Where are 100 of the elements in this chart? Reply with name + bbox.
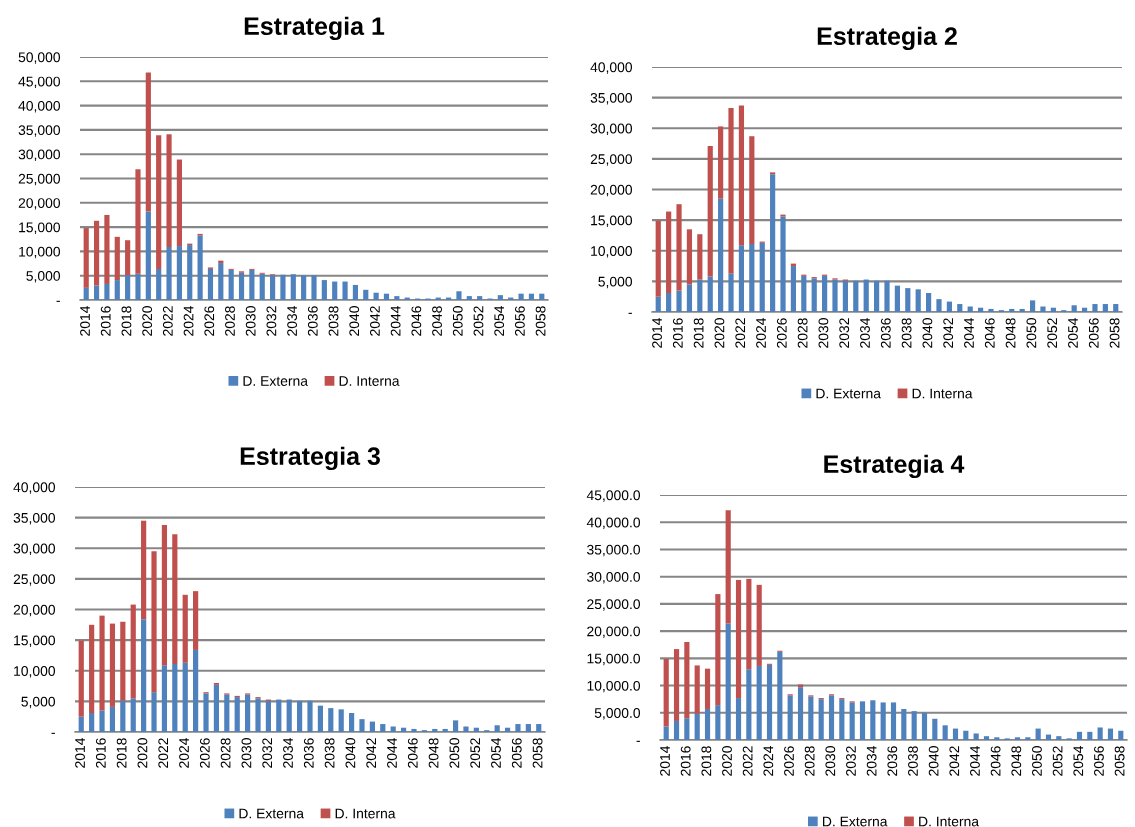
bar — [411, 728, 417, 732]
bar — [977, 307, 984, 312]
bar — [988, 308, 994, 312]
bar — [93, 220, 100, 286]
bar — [884, 280, 890, 312]
bar — [135, 169, 141, 274]
legend-label: D. Interna — [339, 376, 400, 386]
bar — [321, 280, 327, 300]
legend-label: D. Interna — [335, 808, 396, 819]
bar — [994, 737, 1000, 740]
x-tick-label: 2050 — [452, 306, 463, 336]
bar — [697, 234, 703, 280]
bar — [666, 293, 672, 312]
bar — [497, 295, 503, 300]
bar — [811, 278, 817, 312]
bar — [738, 105, 745, 246]
bar — [738, 245, 745, 312]
bar — [207, 268, 214, 300]
bar — [790, 266, 797, 312]
y-tick-label: 30,000 — [18, 149, 61, 162]
x-tick-label: 2032 — [846, 746, 856, 776]
bar — [193, 649, 199, 732]
bar — [715, 594, 721, 706]
y-tick-label: 15,000 — [19, 222, 61, 234]
x-tick-label: 2054 — [1068, 317, 1078, 348]
y-tick-label: 25,000 — [18, 173, 61, 186]
bar — [473, 727, 479, 732]
bar — [1025, 737, 1031, 740]
x-tick-label: 2056 — [1094, 746, 1104, 776]
bar — [911, 711, 917, 740]
bar — [89, 624, 95, 714]
bar — [676, 204, 682, 291]
bar — [270, 275, 276, 300]
x-tick-label: 2052 — [1047, 318, 1058, 348]
bar — [359, 719, 365, 732]
bar — [718, 198, 724, 312]
bar — [280, 274, 286, 300]
bar — [120, 621, 126, 701]
bar — [432, 728, 438, 732]
bar — [704, 668, 711, 709]
bar — [156, 268, 162, 300]
bar — [663, 726, 669, 740]
bar — [504, 727, 511, 732]
bar — [99, 615, 105, 711]
bar — [342, 281, 348, 300]
bar — [746, 578, 752, 670]
bar — [759, 242, 765, 312]
bar — [328, 708, 334, 732]
bar — [1107, 728, 1114, 740]
bar — [828, 695, 835, 740]
legend-label: D. Externa — [816, 388, 881, 399]
bar — [1035, 728, 1041, 740]
y-tick-label: 25,000 — [590, 154, 633, 166]
bar — [728, 273, 734, 312]
x-tick-label: 2018 — [701, 746, 712, 776]
x-tick-label: 2036 — [880, 318, 891, 348]
x-tick-label: 2026 — [776, 318, 787, 348]
bar — [1040, 306, 1046, 312]
x-tick-label: 2046 — [407, 738, 418, 768]
x-tick-label: 2028 — [797, 318, 808, 348]
y-tick-label: 10,000 — [19, 246, 61, 259]
y-tick-label: 40,000 — [590, 62, 633, 74]
bar — [932, 718, 938, 740]
bar — [363, 289, 369, 300]
y-tick-label: 5,000 — [21, 696, 56, 709]
x-tick-label: 2052 — [473, 306, 484, 336]
bar — [673, 649, 680, 721]
y-tick-label: 40,000 — [13, 482, 56, 494]
y-tick-label: 5,000.0 — [594, 708, 641, 720]
bar — [808, 696, 814, 740]
bar — [369, 721, 375, 732]
bar — [338, 709, 344, 732]
y-tick-label: - — [636, 740, 640, 742]
legend-label: D. Externa — [239, 808, 304, 819]
bar — [265, 700, 272, 732]
x-tick-label: 2016 — [672, 318, 683, 348]
x-tick-label: 2038 — [908, 746, 918, 776]
bar — [515, 724, 521, 732]
y-tick-label: 45,000 — [18, 76, 61, 89]
x-tick-label: 2038 — [324, 738, 335, 768]
x-tick-label: 2038 — [328, 306, 339, 336]
x-tick-label: 2036 — [307, 306, 318, 336]
legend-label: D. Externa — [823, 816, 888, 827]
y-tick-label: 20,000 — [13, 604, 56, 617]
bar — [348, 713, 355, 732]
y-tick-label: 10,000 — [14, 666, 56, 678]
bar — [99, 710, 105, 732]
bar — [915, 289, 921, 312]
y-tick-label: - — [628, 312, 632, 314]
bar — [921, 712, 928, 740]
bar — [1097, 727, 1103, 740]
x-tick-label: 2018 — [116, 738, 127, 768]
bar — [78, 716, 84, 732]
x-tick-label: 2054 — [1073, 745, 1084, 776]
x-tick-label: 2022 — [742, 746, 753, 776]
x-tick-label: 2034 — [866, 745, 877, 776]
bar — [936, 299, 942, 312]
bar — [777, 651, 783, 740]
y-tick-label: 20,000 — [590, 184, 633, 197]
x-tick-label: 2044 — [390, 305, 401, 336]
